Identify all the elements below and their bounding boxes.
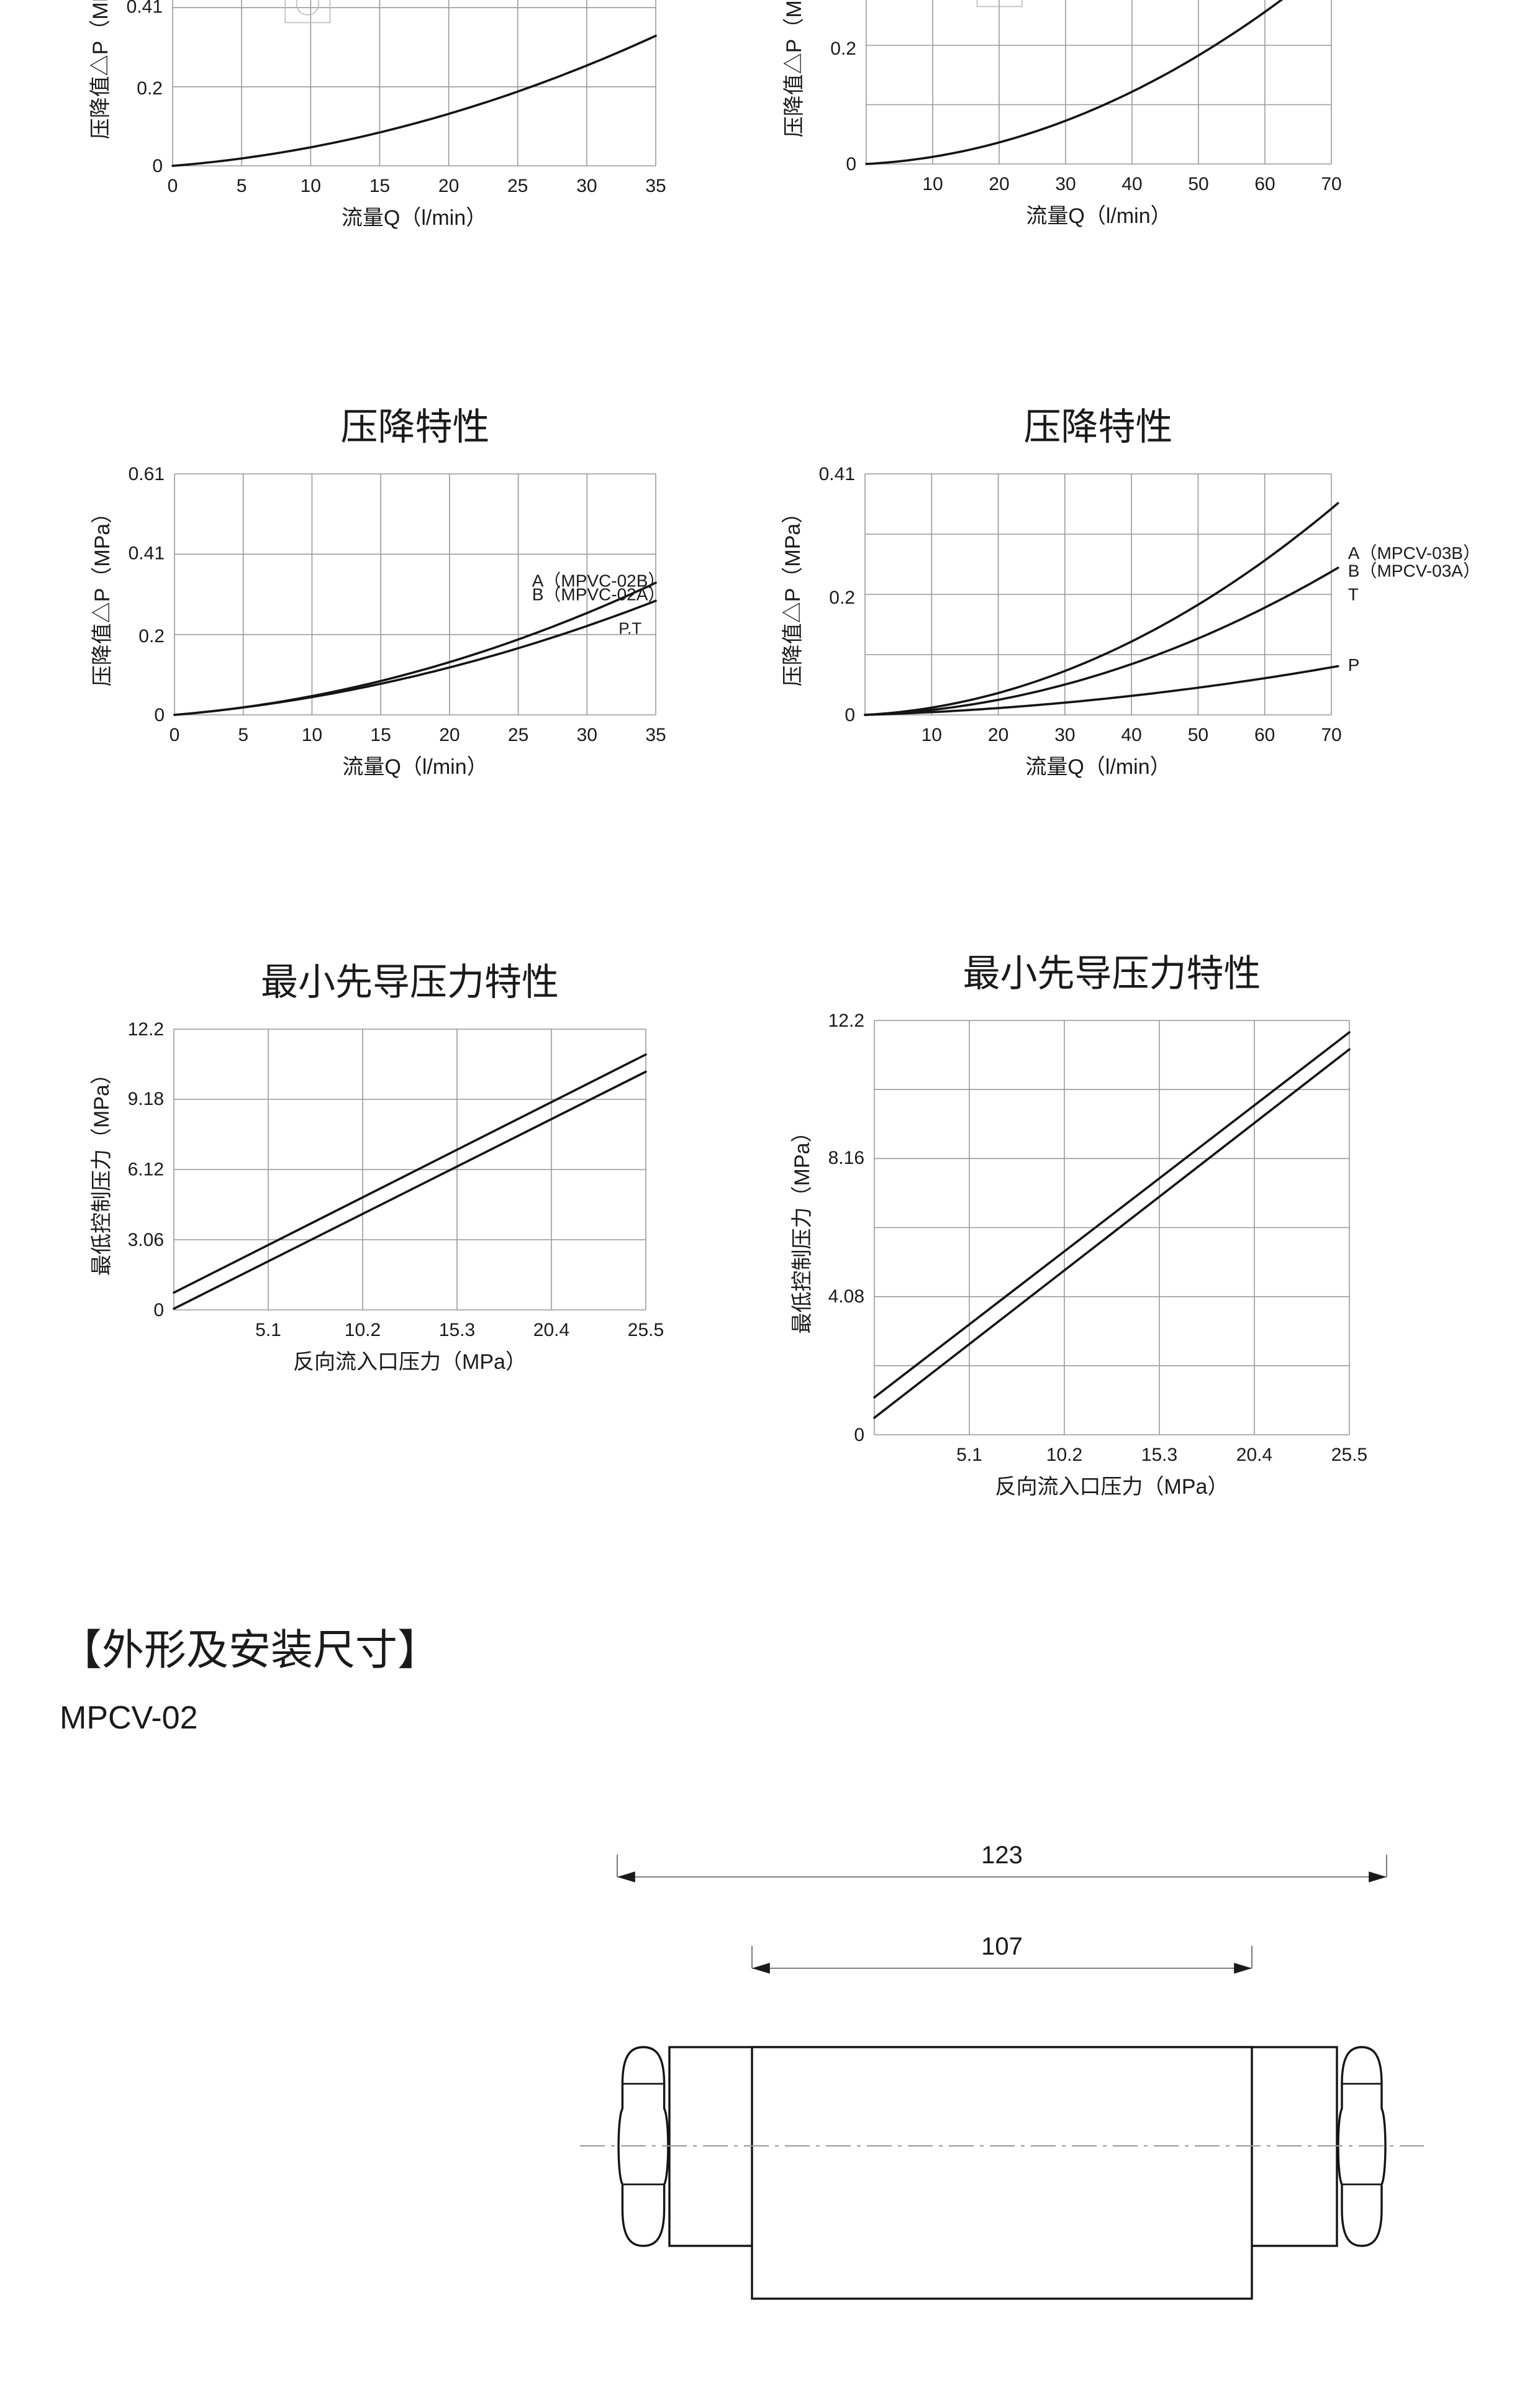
svg-text:10: 10 (922, 725, 942, 745)
svg-text:12.2: 12.2 (128, 1019, 164, 1040)
svg-text:0.41: 0.41 (127, 0, 163, 17)
svg-text:25.5: 25.5 (1331, 1445, 1367, 1465)
svg-text:107: 107 (981, 1933, 1023, 1960)
svg-text:10: 10 (922, 174, 943, 194)
svg-text:6.12: 6.12 (128, 1160, 164, 1180)
svg-text:8.16: 8.16 (828, 1148, 864, 1168)
svg-text:25: 25 (508, 725, 528, 745)
svg-text:最低控制压力（MPa）: 最低控制压力（MPa） (790, 1122, 814, 1334)
svg-text:流量Q（l/min）: 流量Q（l/min） (342, 206, 487, 230)
svg-text:0.41: 0.41 (129, 543, 165, 563)
svg-text:123: 123 (981, 1842, 1023, 1869)
svg-text:流量Q（l/min）: 流量Q（l/min） (342, 755, 487, 779)
svg-text:10: 10 (302, 725, 322, 745)
svg-text:50: 50 (1188, 174, 1208, 194)
svg-text:0.2: 0.2 (829, 588, 855, 608)
svg-text:0.41: 0.41 (819, 464, 855, 484)
svg-text:B（MPVC-02A）: B（MPVC-02A） (532, 585, 666, 604)
svg-text:流量Q（l/min）: 流量Q（l/min） (1026, 204, 1171, 228)
svg-text:0: 0 (153, 1300, 164, 1320)
svg-text:反向流入口压力（MPa）: 反向流入口压力（MPa） (995, 1475, 1229, 1499)
svg-text:0: 0 (152, 156, 163, 176)
svg-text:20: 20 (988, 725, 1008, 745)
svg-text:流量Q（l/min）: 流量Q（l/min） (1025, 755, 1171, 779)
svg-text:25: 25 (507, 176, 528, 196)
svg-text:20: 20 (439, 725, 460, 745)
svg-text:最小先导压力特性: 最小先导压力特性 (261, 961, 559, 1003)
svg-text:10.2: 10.2 (345, 1320, 381, 1340)
svg-text:10: 10 (301, 176, 321, 196)
svg-text:压降特性: 压降特性 (341, 406, 490, 448)
svg-text:60: 60 (1254, 725, 1275, 745)
svg-text:5.1: 5.1 (956, 1445, 982, 1465)
svg-text:5.1: 5.1 (255, 1320, 281, 1340)
svg-text:15: 15 (370, 725, 391, 745)
svg-text:35: 35 (645, 176, 666, 196)
svg-text:30: 30 (1054, 725, 1075, 745)
svg-text:70: 70 (1321, 725, 1341, 745)
svg-text:最低控制压力（MPa）: 最低控制压力（MPa） (90, 1063, 114, 1276)
svg-text:30: 30 (1055, 174, 1076, 194)
svg-text:15.3: 15.3 (1141, 1445, 1177, 1465)
svg-text:20: 20 (989, 174, 1009, 194)
svg-text:40: 40 (1121, 174, 1142, 194)
svg-text:20: 20 (438, 176, 459, 196)
svg-text:压降值△P（MPa）: 压降值△P（MPa） (782, 0, 806, 137)
svg-text:40: 40 (1121, 725, 1141, 745)
svg-text:15.3: 15.3 (439, 1320, 475, 1340)
svg-text:30: 30 (577, 725, 597, 745)
svg-text:15: 15 (369, 176, 390, 196)
svg-text:P.T: P.T (618, 619, 641, 638)
svg-text:P: P (1348, 655, 1360, 675)
svg-text:MPCV-02: MPCV-02 (60, 1700, 198, 1736)
svg-text:0.2: 0.2 (137, 78, 163, 99)
svg-text:压降值△P（MPa）: 压降值△P（MPa） (91, 502, 114, 687)
svg-text:0: 0 (168, 176, 178, 196)
svg-text:5: 5 (238, 725, 248, 745)
svg-text:0.2: 0.2 (830, 39, 856, 59)
svg-text:30: 30 (576, 176, 597, 196)
svg-text:60: 60 (1254, 174, 1275, 194)
svg-text:A（MPCV-03B）: A（MPCV-03B） (1348, 543, 1480, 563)
svg-text:10.2: 10.2 (1046, 1445, 1082, 1465)
svg-text:反向流入口压力（MPa）: 反向流入口压力（MPa） (293, 1350, 527, 1374)
svg-text:0: 0 (845, 705, 855, 725)
svg-text:4.08: 4.08 (828, 1286, 864, 1307)
svg-text:最小先导压力特性: 最小先导压力特性 (963, 953, 1261, 994)
svg-text:20.4: 20.4 (533, 1320, 569, 1340)
svg-text:【外形及安装尺寸】: 【外形及安装尺寸】 (60, 1627, 440, 1674)
svg-text:5: 5 (237, 176, 247, 196)
svg-text:0.61: 0.61 (129, 464, 165, 484)
svg-text:B（MPCV-03A）: B（MPCV-03A） (1348, 561, 1480, 581)
svg-text:压降值△P（MPa）: 压降值△P（MPa） (89, 0, 112, 139)
svg-text:0: 0 (846, 154, 856, 175)
svg-text:9.18: 9.18 (128, 1089, 164, 1109)
svg-text:压降特性: 压降特性 (1024, 406, 1173, 448)
svg-text:70: 70 (1321, 174, 1341, 194)
svg-text:0.2: 0.2 (138, 626, 165, 647)
svg-text:20.4: 20.4 (1236, 1445, 1272, 1465)
svg-text:35: 35 (645, 725, 666, 745)
svg-text:25.5: 25.5 (628, 1320, 664, 1340)
svg-text:0: 0 (154, 705, 165, 725)
svg-text:50: 50 (1188, 725, 1208, 745)
svg-text:T: T (1348, 585, 1359, 604)
svg-text:12.2: 12.2 (828, 1011, 864, 1031)
svg-text:压降值△P（MPa）: 压降值△P（MPa） (781, 502, 805, 687)
svg-text:0: 0 (854, 1425, 864, 1445)
svg-text:0: 0 (170, 725, 180, 745)
svg-text:3.06: 3.06 (128, 1230, 164, 1250)
